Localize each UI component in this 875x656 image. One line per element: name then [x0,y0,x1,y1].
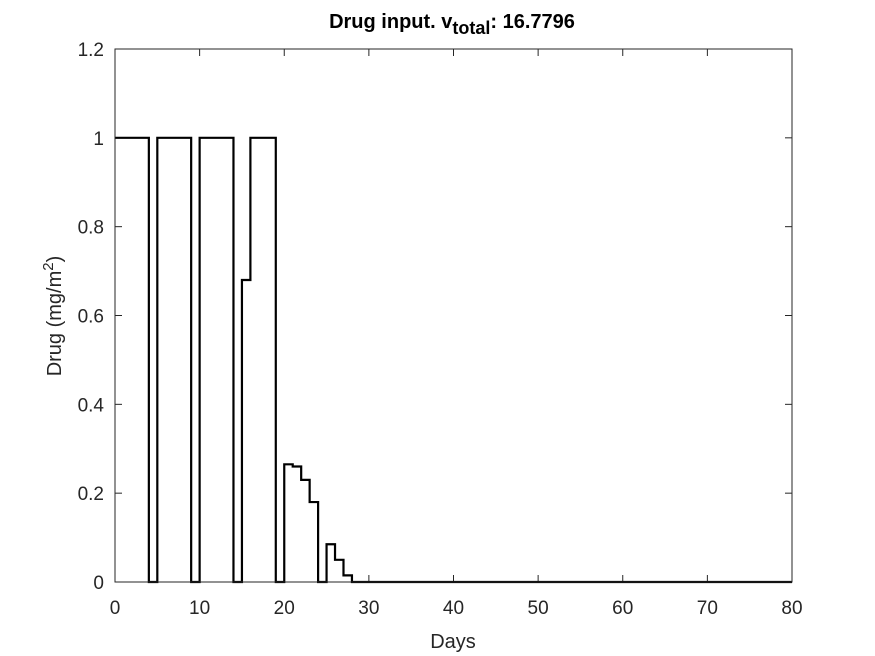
axes-box [114,48,793,583]
y-axis-title-superscript: 2 [40,262,57,270]
x-tick-label: 20 [274,598,295,619]
y-tick-label: 0 [93,573,104,594]
x-tick-label: 10 [189,598,210,619]
chart-title-subscript: total [452,18,490,38]
y-tick-labels: 0 0.2 0.4 0.6 0.8 1 1.2 [78,40,105,594]
chart-title-suffix: : 16.7796 [490,11,575,33]
x-tick-label: 70 [697,598,718,619]
y-tick-label: 1.2 [78,40,104,61]
y-axis-title-main: Drug (mg/m [44,271,66,377]
chart-title: Drug input. vtotal: 16.7796 [329,11,575,38]
y-axis-title-close: ) [44,256,66,263]
y-tick-label: 0.8 [78,218,104,239]
y-tick-label: 0.6 [78,307,104,328]
chart-title-prefix: Drug input. v [329,11,453,33]
plot-area [115,49,792,582]
x-tick-label: 0 [110,598,121,619]
x-tick-label: 50 [528,598,549,619]
x-tick-labels: 0 10 20 30 40 50 60 70 80 [110,598,803,619]
y-tick-label: 0.2 [78,484,104,505]
y-axis-title: Drug (mg/m2) [40,256,66,377]
y-tick-label: 1 [93,129,104,150]
x-tick-label: 40 [443,598,464,619]
y-tick-label: 0.4 [78,395,105,416]
x-axis-title: Days [430,631,476,653]
x-tick-label: 80 [781,598,802,619]
x-tick-label: 60 [612,598,633,619]
x-tick-label: 30 [358,598,379,619]
